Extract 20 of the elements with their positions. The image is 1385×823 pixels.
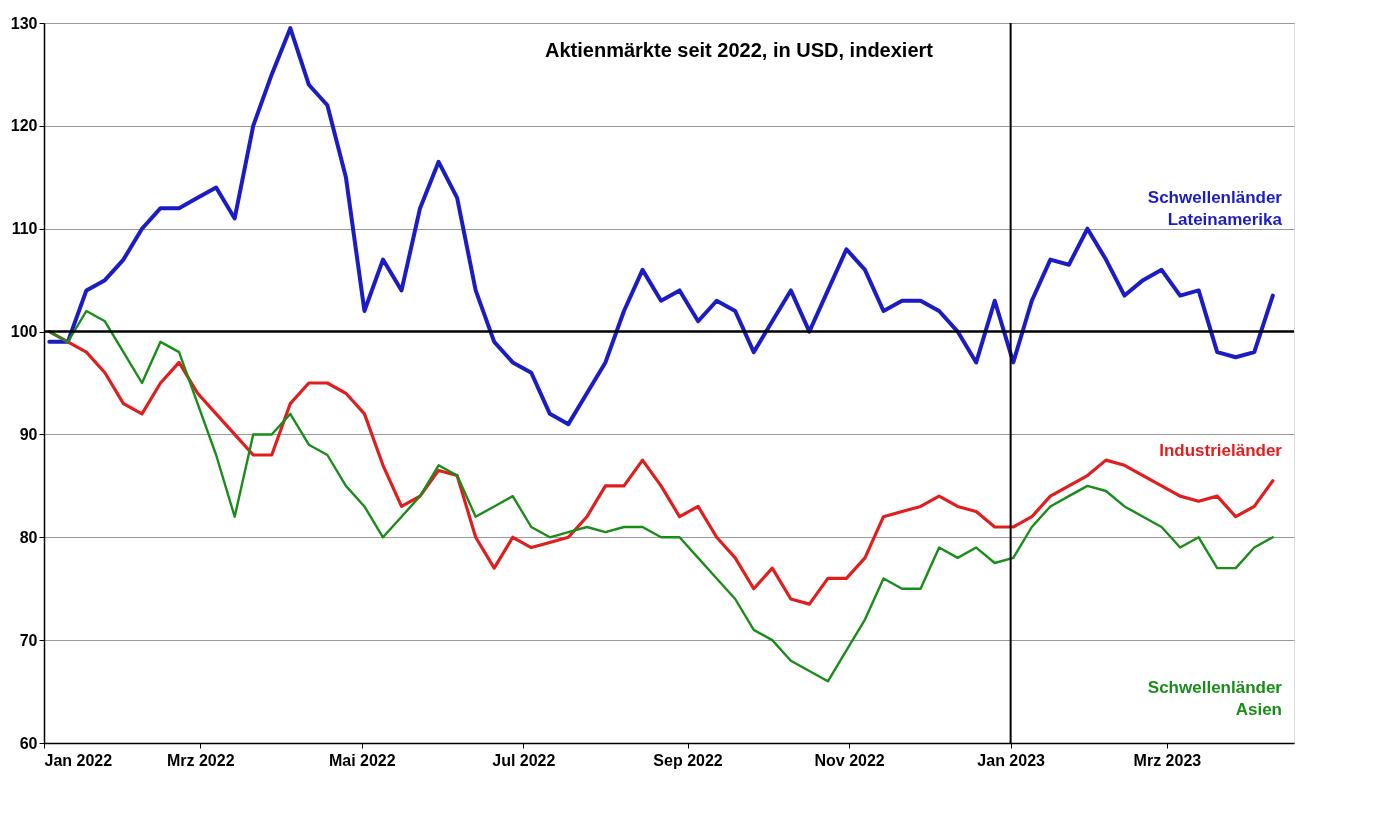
x-tick-label: Nov 2022 — [814, 751, 885, 769]
x-tick-label: Jan 2022 — [44, 751, 113, 769]
y-tick-label: 70 — [19, 631, 38, 649]
y-tick-label: 110 — [11, 220, 38, 238]
x-tick-label: Jan 2023 — [977, 751, 1046, 769]
series-label: Industrieländer — [1159, 441, 1283, 460]
x-tick-label: Jul 2022 — [492, 751, 556, 769]
y-tick-label: 60 — [19, 734, 38, 752]
y-tick-label: 120 — [10, 117, 38, 135]
x-tick-label: Mrz 2022 — [166, 751, 235, 769]
y-tick-label: 130 — [10, 14, 38, 32]
y-tick-label: 90 — [19, 425, 38, 443]
text: Schwellenländer Lateinamerika — [1147, 188, 1283, 229]
x-tick-label: Mrz 2023 — [1133, 751, 1202, 769]
text: Schwellenländer Asien — [1147, 678, 1283, 719]
text: Aktienmärkte seit 2022, in USD, indexiert — [545, 39, 934, 61]
y-tick-label: 100 — [10, 323, 38, 341]
x-tick-label: Mai 2022 — [328, 751, 396, 769]
x-tick-label: Sep 2022 — [653, 751, 723, 769]
y-tick-label: 80 — [19, 528, 38, 546]
